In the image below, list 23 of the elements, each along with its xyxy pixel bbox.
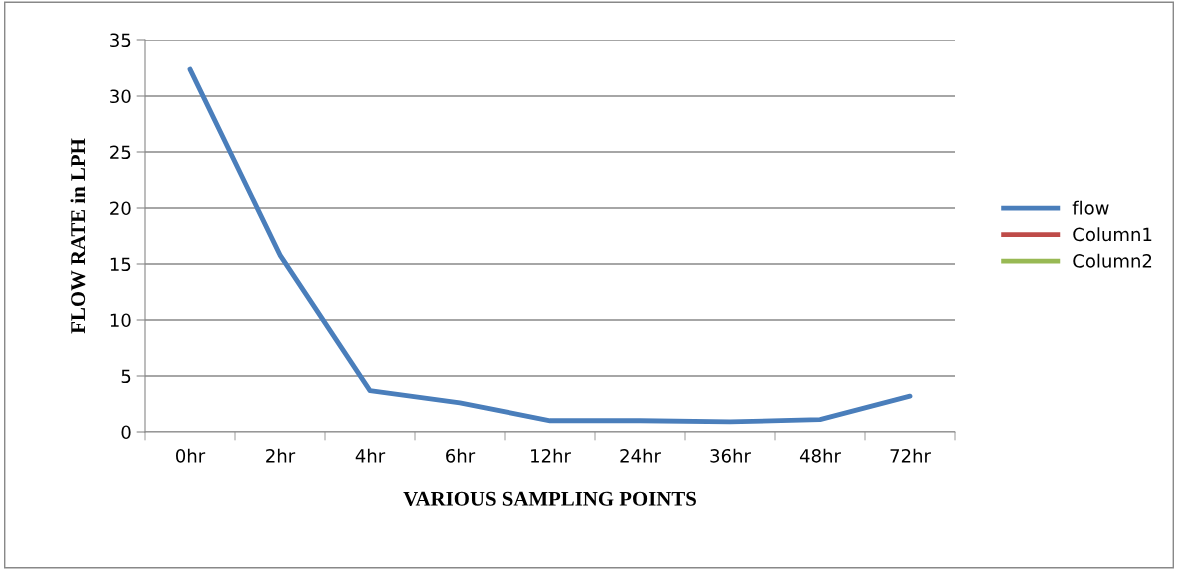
y-tick-label: 35 (110, 33, 131, 48)
x-tick-label: 12hr (531, 448, 571, 463)
y-axis-title: FLOW RATE in LPH (70, 138, 86, 334)
x-tick-label: 36hr (710, 448, 751, 463)
legend-label: Column2 (1073, 253, 1152, 268)
x-tick-label: 48hr (799, 448, 841, 463)
x-axis-title: VARIOUS SAMPLING POINTS (403, 491, 696, 506)
y-tick-label: 0 (121, 425, 131, 440)
x-tick-label: 24hr (620, 448, 661, 463)
y-tick-label: 15 (110, 257, 131, 272)
x-tick-label: 4hr (355, 448, 386, 463)
y-tick-label: 30 (110, 89, 131, 104)
y-tick-label: 25 (110, 145, 131, 160)
line-series (187, 66, 913, 425)
y-tick-label: 10 (110, 313, 131, 328)
x-tick-label: 6hr (446, 448, 476, 463)
x-tick-label: 2hr (266, 448, 296, 463)
x-tick-label: 0hr (176, 448, 206, 463)
legend-label: flow (1072, 200, 1109, 215)
legend-label: Column1 (1073, 227, 1152, 242)
x-tick-label: 72hr (890, 448, 931, 463)
y-tick-label: 20 (110, 201, 131, 216)
y-tick-label: 5 (121, 369, 131, 384)
